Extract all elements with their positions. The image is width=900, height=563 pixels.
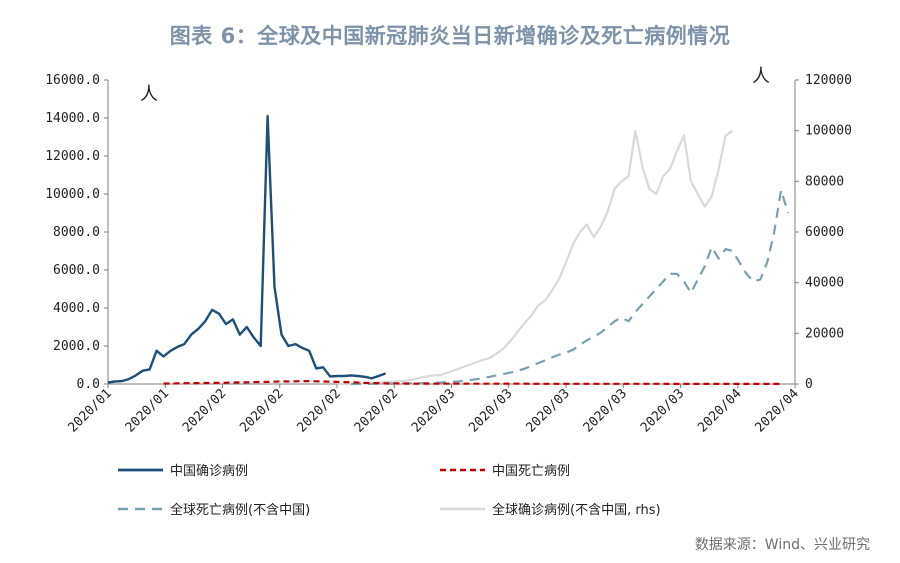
left-tick-label: 2000.0 (53, 339, 100, 354)
left-tick-label: 0.0 (77, 377, 100, 392)
x-tick-label: 2020/03 (466, 386, 515, 435)
series-line-global-confirmed (337, 131, 733, 384)
series-line-global-deaths (351, 190, 788, 384)
left-tick-label: 8000.0 (53, 225, 100, 240)
right-tick-label: 120000 (805, 73, 852, 88)
x-tick-label: 2020/03 (409, 386, 458, 435)
x-tick-label: 2020/03 (523, 386, 572, 435)
x-tick-label: 2020/01 (123, 386, 172, 435)
series-layer (108, 116, 788, 384)
right-tick-label: 100000 (805, 124, 852, 139)
right-axis-unit: 人 (752, 66, 770, 87)
legend-label: 全球确诊病例(不含中国, rhs) (492, 502, 661, 518)
right-tick-label: 20000 (805, 326, 844, 341)
left-tick-label: 16000.0 (45, 73, 100, 88)
legend-label: 中国确诊病例 (170, 464, 248, 479)
left-tick-label: 12000.0 (45, 149, 100, 164)
x-tick-label: 2020/03 (638, 386, 687, 435)
left-axis-unit: 人 (140, 84, 158, 105)
x-tick-label: 2020/02 (294, 386, 343, 435)
x-tick-label: 2020/04 (695, 386, 744, 435)
right-tick-label: 60000 (805, 225, 844, 240)
left-tick-label: 4000.0 (53, 301, 100, 316)
right-tick-label: 80000 (805, 174, 844, 189)
legend-label: 全球死亡病例(不含中国) (170, 502, 310, 518)
legend-label: 中国死亡病例 (492, 464, 570, 479)
x-tick-label: 2020/02 (237, 386, 286, 435)
x-tick-label: 2020/03 (581, 386, 630, 435)
series-line-china-confirmed (108, 116, 386, 382)
right-tick-label: 40000 (805, 276, 844, 291)
source-note: 数据来源：Wind、兴业研究 (695, 534, 870, 554)
left-tick-label: 14000.0 (45, 111, 100, 126)
left-tick-label: 10000.0 (45, 187, 100, 202)
x-tick-label: 2020/02 (180, 386, 229, 435)
series-line-china-deaths (164, 381, 782, 384)
right-tick-label: 0 (805, 377, 813, 392)
x-tick-label: 2020/01 (65, 386, 114, 435)
left-tick-label: 6000.0 (53, 263, 100, 278)
x-tick-label: 2020/02 (352, 386, 401, 435)
x-tick-label: 2020/04 (752, 386, 801, 435)
